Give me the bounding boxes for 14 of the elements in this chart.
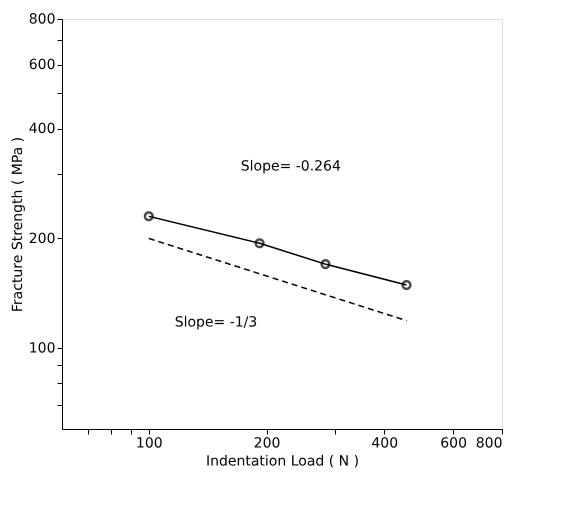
x-axis-title: Indentation Load ( N ) — [206, 454, 360, 470]
x-tick-label: 100 — [136, 436, 163, 452]
y-tick-label: 400 — [28, 121, 56, 138]
y-tick-label: 200 — [28, 230, 56, 247]
x-tick-label: 200 — [254, 436, 280, 452]
y-tick-label: 600 — [28, 57, 56, 74]
y-tick-label: 800 — [28, 12, 56, 28]
annotation: Slope= -1/3 — [174, 314, 258, 330]
x-tick-label: 400 — [371, 436, 398, 452]
annotation: Slope= -0.264 — [240, 158, 341, 175]
y-tick-label: 100 — [28, 340, 56, 357]
x-tick-label: 800 — [476, 436, 502, 452]
y-axis-title: Fracture Strength ( MPa ) — [10, 136, 26, 312]
x-tick-label: 600 — [440, 436, 467, 452]
